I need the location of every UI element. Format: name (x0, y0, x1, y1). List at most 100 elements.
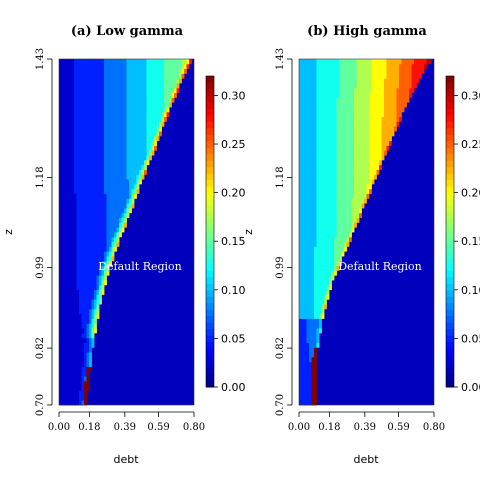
panel-a-heat-cell (96, 212, 100, 218)
panel-a-heat-cell (119, 212, 122, 218)
panel-b-heat-cell (324, 246, 327, 252)
panel-b-heat-cell (309, 390, 312, 396)
panel-b-heat-cell (364, 198, 367, 204)
panel-b-heat-cell (304, 179, 307, 185)
panel-a-heat-cell (151, 63, 155, 70)
panel-a-heat-cell (74, 111, 77, 118)
panel-a-heat-cell (84, 63, 87, 70)
panel-b-y-axis: 0.700.820.991.181.43 (275, 48, 293, 416)
panel-a-heat-cell (79, 390, 82, 396)
panel-a-heat-cell (89, 236, 92, 243)
panel-a-heat-cell (104, 159, 107, 166)
panel-b-heat-cell (374, 159, 377, 166)
panel-b-heat-cell (309, 332, 312, 339)
panel-a-heat-cell (86, 92, 90, 98)
panel-b-heat-cell (299, 68, 302, 74)
panel-b-heat-cell (306, 246, 310, 252)
panel-a-heat-cell (111, 92, 115, 98)
panel-a-heat-cell (149, 150, 152, 156)
panel-a-heat-cell (149, 68, 152, 74)
panel-a-heat-cell (146, 131, 150, 137)
panel-b-heat-cell (336, 78, 340, 84)
panel-b-heat-cell (344, 164, 347, 170)
panel-b-heat-cell (344, 169, 347, 175)
panel-a-heat-cell (74, 400, 77, 406)
panel-a-heat-cell (94, 251, 97, 257)
panel-b-heat-cell (376, 73, 380, 79)
panel-a-heat-cell (109, 92, 112, 98)
panel-a-heat-cell (121, 179, 125, 185)
panel-b-heat-cell (314, 265, 317, 271)
panel-a-heat-cell (164, 63, 167, 70)
panel-b-heat-cell (306, 140, 310, 146)
panel-b-heat-cell (306, 400, 310, 406)
panel-a-heat-cell (81, 97, 85, 103)
panel-b-heat-cell (316, 92, 320, 98)
panel-b-heat-cell (324, 207, 327, 214)
panel-a-heat-cell (74, 159, 77, 166)
panel-b-heat-cell (306, 376, 310, 382)
panel-b-heat-cell (306, 116, 310, 122)
panel-b-heat-cell (354, 92, 357, 98)
panel-a-heat-cell (86, 188, 90, 194)
panel-a-heat-cell (89, 289, 92, 295)
panel-b-heat-cell (381, 145, 385, 151)
panel-a-heat-cell (164, 59, 167, 65)
panel-b-heat-cell (381, 150, 385, 156)
panel-b-heat-cell (351, 111, 355, 118)
panel-a-heat-cell (109, 198, 112, 204)
panel-b-heat-cell (329, 193, 332, 199)
panel-a-heat-cell (64, 400, 67, 406)
panel-b-heat-cell (346, 188, 350, 194)
panel-a-heat-cell (81, 356, 85, 363)
panel-b-heat-cell (384, 111, 387, 118)
panel-b-heat-cell (341, 111, 345, 118)
panel-a-heat-cell (99, 294, 102, 300)
panel-a-heat-cell (139, 150, 142, 156)
panel-b-heat-cell (339, 92, 342, 98)
panel-a-heat-cell (59, 227, 62, 233)
panel-a-heat-cell (71, 275, 75, 281)
panel-a-colorbar-segment (206, 367, 214, 375)
panel-b-heat-cell (356, 102, 360, 108)
panel-b-heat-cell (331, 217, 335, 223)
panel-a-heat-cell (81, 164, 85, 170)
panel-a-heat-cell (99, 222, 102, 228)
panel-b-heat-cell (361, 116, 365, 122)
panel-b-heat-cell (346, 207, 350, 214)
panel-b-heat-cell (426, 59, 430, 65)
panel-a-heat-cell (66, 376, 70, 382)
panel-a-heat-cell (129, 207, 132, 214)
panel-a-heat-cell (164, 68, 167, 74)
panel-b-heat-cell (304, 299, 307, 305)
panel-a-heat-cell (61, 198, 65, 204)
panel-b-heat-cell (321, 174, 325, 180)
panel-a-heat-cell (141, 150, 145, 156)
panel-b-heat-cell (304, 246, 307, 252)
panel-a-heat-cell (99, 212, 102, 218)
panel-b-heat-cell (326, 121, 330, 127)
panel-a-heat-cell (126, 188, 130, 194)
panel-b-heat-cell (304, 395, 307, 401)
panel-b-heat-cell (341, 159, 345, 166)
panel-b-heat-cell (331, 251, 335, 257)
panel-b-heat-cell (356, 207, 360, 214)
panel-b-heat-cell (304, 102, 307, 108)
panel-a-heat-cell (81, 169, 85, 175)
panel-b-heat-cell (349, 63, 352, 70)
panel-b-heat-cell (309, 366, 312, 372)
panel-a-heat-cell (89, 246, 92, 252)
panel-a-heat-cell (86, 83, 90, 89)
panel-a-heat-cell (149, 92, 152, 98)
panel-b-heat-cell (381, 92, 385, 98)
panel-a-heat-cell (131, 73, 135, 79)
panel-a-heat-cell (151, 83, 155, 89)
panel-b-heat-cell (346, 159, 350, 166)
panel-a-heat-cell (74, 385, 77, 391)
panel-a-heat-cell (94, 323, 97, 329)
panel-b-heat-cell (319, 241, 322, 247)
panel-a-heat-cell (66, 121, 70, 127)
panel-a-heat-cell (111, 107, 115, 113)
panel-a-heat-cell (124, 131, 127, 137)
panel-a-heat-cell (151, 107, 155, 113)
